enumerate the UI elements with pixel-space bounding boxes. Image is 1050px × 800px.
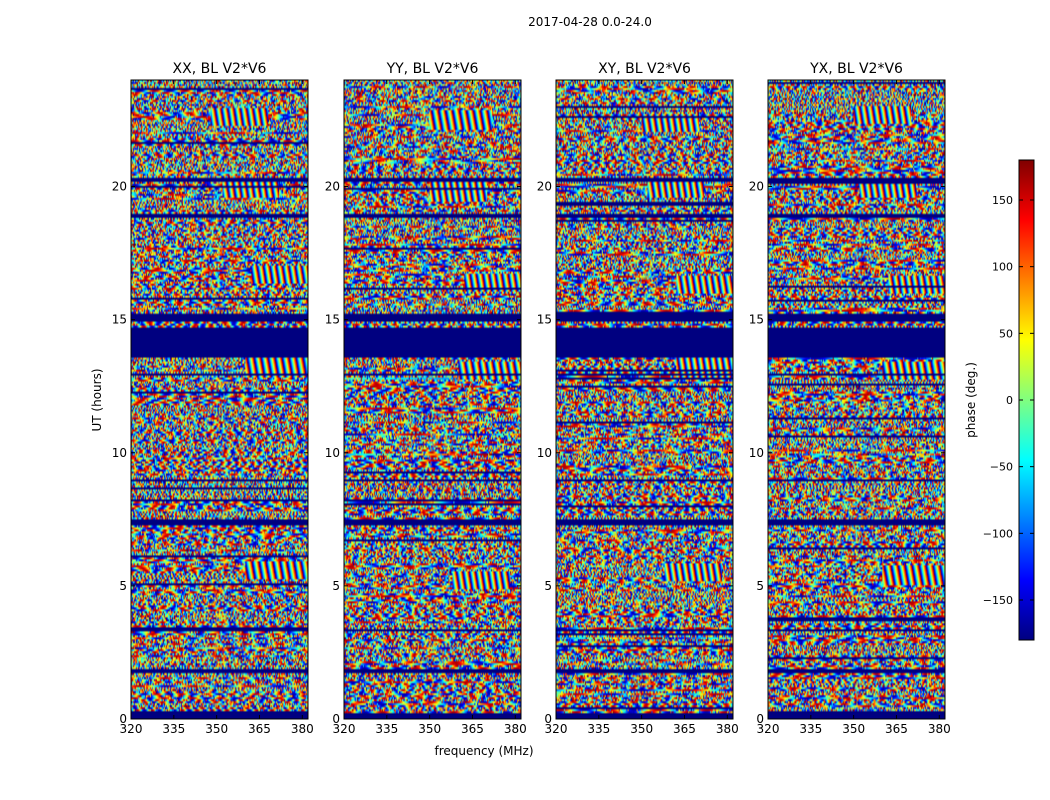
panel-title: XX, BL V2*V6 [173, 61, 267, 77]
x-tick-label: 380 [716, 722, 739, 736]
colorbar-tick-label: −150 [983, 594, 1013, 607]
y-tick-label: 15 [325, 313, 340, 327]
heatmap-4 [768, 80, 945, 719]
y-tick-label: 10 [325, 446, 340, 460]
figure-suptitle: 2017-04-28 0.0-24.0 [528, 15, 652, 29]
y-tick-label: 5 [544, 579, 552, 593]
colorbar-tick-label: 0 [1006, 394, 1013, 407]
y-tick-label: 10 [537, 446, 552, 460]
colorbar-tick-label: −100 [983, 527, 1013, 540]
panel-title: YY, BL V2*V6 [386, 61, 479, 77]
x-tick-label: 350 [842, 722, 865, 736]
colorbar: 150 100 50 0 −50 −100 −150 [983, 159, 1035, 641]
x-tick-label: 380 [291, 722, 314, 736]
y-tick-label: 10 [749, 446, 764, 460]
panel-1: XX, BL V2*V6 320 335 350 365 380 0 5 10 15 20 [112, 61, 314, 736]
colorbar-tick-label: −50 [990, 461, 1013, 474]
y-tick-label: 10 [112, 446, 127, 460]
colorbar-tick-label: 50 [999, 327, 1013, 340]
y-tick-label: 0 [756, 712, 764, 726]
x-tick-label: 320 [333, 722, 356, 736]
x-tick-label: 380 [928, 722, 951, 736]
panel-2: YY, BL V2*V6 320 335 350 365 380 0 5 10 15 20 [325, 61, 527, 736]
x-axis-label: frequency (MHz) [434, 744, 533, 758]
x-tick-label: 365 [461, 722, 484, 736]
axes-frame [555, 79, 734, 720]
y-tick-label: 15 [749, 313, 764, 327]
y-tick-label: 20 [749, 180, 764, 194]
panel-title: YX, BL V2*V6 [809, 61, 903, 77]
panel-title: XY, BL V2*V6 [598, 61, 691, 77]
y-tick-label: 15 [537, 313, 552, 327]
y-tick-label: 5 [119, 579, 127, 593]
colorbar-tick-label: 100 [992, 261, 1013, 274]
y-tick-label: 5 [332, 579, 340, 593]
colorbar-tick-label: 150 [992, 194, 1013, 207]
x-tick-label: 350 [630, 722, 653, 736]
x-tick-label: 335 [799, 722, 822, 736]
y-tick-label: 15 [112, 313, 127, 327]
y-tick-label: 0 [544, 712, 552, 726]
y-tick-label: 5 [756, 579, 764, 593]
x-tick-label: 335 [375, 722, 398, 736]
x-tick-label: 335 [162, 722, 185, 736]
y-tick-label: 0 [119, 712, 127, 726]
y-axis-label: UT (hours) [90, 368, 104, 431]
x-tick-label: 320 [120, 722, 143, 736]
axes-frame [130, 79, 309, 720]
y-tick-label: 20 [112, 180, 127, 194]
panel-3: XY, BL V2*V6 320 335 350 365 380 0 5 10 15 20 [537, 61, 739, 736]
heatmap-3 [556, 80, 733, 719]
x-tick-label: 365 [673, 722, 696, 736]
y-tick-label: 20 [537, 180, 552, 194]
x-tick-label: 335 [587, 722, 610, 736]
x-tick-label: 365 [248, 722, 271, 736]
heatmap-1 [131, 80, 308, 719]
colorbar-label: phase (deg.) [964, 362, 978, 438]
x-tick-label: 380 [504, 722, 527, 736]
heatmap-2 [344, 80, 521, 719]
y-tick-label: 0 [332, 712, 340, 726]
y-tick-label: 20 [325, 180, 340, 194]
axes-frame [343, 79, 522, 720]
x-tick-label: 350 [418, 722, 441, 736]
axes-frame [767, 79, 946, 720]
panel-4: YX, BL V2*V6 320 335 350 365 380 0 5 10 15 20 [749, 61, 951, 736]
x-tick-label: 320 [757, 722, 780, 736]
x-tick-label: 365 [885, 722, 908, 736]
x-tick-label: 350 [205, 722, 228, 736]
x-tick-label: 320 [545, 722, 568, 736]
